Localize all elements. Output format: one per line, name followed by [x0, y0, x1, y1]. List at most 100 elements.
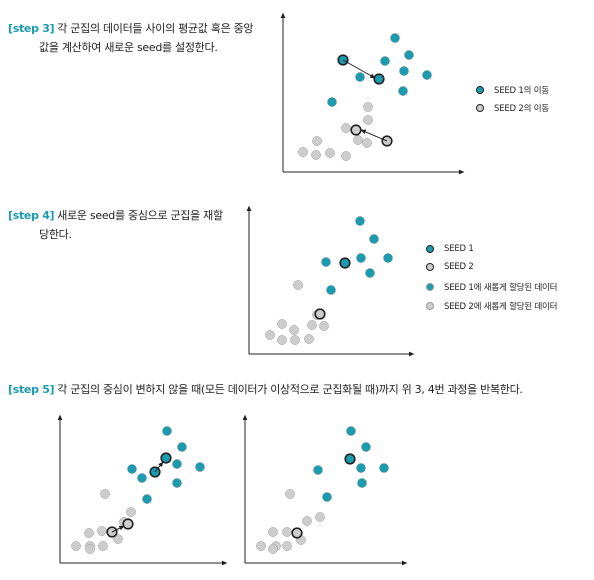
cluster1-point	[380, 56, 390, 66]
cluster1-point	[327, 97, 337, 107]
step4-line1: 새로운 seed를 중심으로 군집을 재할	[57, 209, 223, 222]
legend-dot-cluster1	[426, 283, 434, 291]
cluster2-point	[277, 335, 287, 345]
seed1-move-arrow	[342, 59, 376, 79]
step3-legend-item-seed1-move: SEED 1의 이동	[476, 84, 549, 96]
cluster1-point	[195, 462, 205, 472]
step3-line2: 값을 계산하여 새로운 seed를 설정한다.	[39, 41, 218, 54]
seed2-new	[350, 124, 362, 136]
legend-dot-seed2	[426, 263, 434, 271]
cluster2-point	[285, 489, 295, 499]
cluster2-point	[289, 325, 299, 335]
cluster2-point	[363, 102, 373, 112]
cluster2-point	[71, 541, 81, 551]
seed2	[291, 527, 303, 539]
cluster1-point	[399, 66, 409, 76]
step4-description: [step 4] 새로운 seed를 중심으로 군집을 재할 당한다.	[8, 206, 248, 244]
cluster2-point	[98, 541, 108, 551]
legend-dot-seed1	[426, 245, 434, 253]
cluster2-point	[97, 526, 107, 536]
cluster1-point	[162, 426, 172, 436]
cluster2-point	[302, 516, 312, 526]
cluster1-point	[356, 463, 366, 473]
cluster1-point	[127, 464, 137, 474]
cluster1-point	[137, 473, 147, 483]
step4-line2: 당한다.	[39, 228, 72, 241]
step5-line1: 각 군집의 중심이 변하지 않을 때(모든 데이터가 이상적으로 군집화될 때)…	[57, 383, 523, 396]
cluster2-point	[341, 123, 351, 133]
step5-tag: [step 5]	[8, 383, 55, 396]
cluster1-point	[322, 492, 332, 502]
seed1-new	[160, 452, 172, 464]
cluster2-point	[268, 544, 278, 554]
seed1	[339, 257, 351, 269]
seed1-new	[373, 73, 385, 85]
step3-tag: [step 3]	[8, 22, 55, 35]
cluster2-point	[293, 280, 303, 290]
seed2-move-arrow	[360, 129, 388, 142]
seed2	[314, 308, 326, 320]
seed1	[344, 453, 356, 465]
step4-legend-item-new-cluster1: SEED 1에 새롭게 할당된 데이터	[426, 281, 558, 293]
cluster2-point	[362, 138, 372, 148]
cluster2-point	[277, 319, 287, 329]
cluster2-point	[113, 534, 123, 544]
cluster1-point	[321, 257, 331, 267]
cluster2-point	[353, 135, 363, 145]
cluster1-point	[356, 253, 366, 263]
cluster2-point	[85, 544, 95, 554]
cluster2-point	[304, 334, 314, 344]
cluster2-point	[100, 489, 110, 499]
step4-tag: [step 4]	[8, 209, 55, 222]
cluster2-point	[315, 512, 325, 522]
cluster1-point	[365, 268, 375, 278]
cluster1-point	[142, 494, 152, 504]
cluster2-point	[363, 115, 373, 125]
cluster2-point	[256, 541, 266, 551]
cluster1-point	[422, 70, 432, 80]
cluster2-point	[268, 527, 278, 537]
seed1-move-arrow	[154, 461, 164, 473]
cluster1-point	[404, 50, 414, 60]
cluster1-point	[357, 478, 367, 488]
cluster2-point	[298, 147, 308, 157]
step4-legend-item-seed1: SEED 1	[426, 243, 474, 255]
step3-description: [step 3] 각 군집의 데이터들 사이의 평균값 혹은 중앙 값을 계산하여…	[8, 19, 278, 57]
cluster2-point	[126, 507, 136, 517]
cluster1-point	[172, 459, 182, 469]
cluster1-point	[369, 234, 379, 244]
cluster1-point	[379, 463, 389, 473]
cluster1-point	[172, 478, 182, 488]
step4-legend-item-seed2: SEED 2	[426, 261, 474, 273]
cluster1-point	[390, 33, 400, 43]
legend-dot-cluster2	[476, 104, 484, 112]
cluster2-point	[84, 528, 94, 538]
cluster1-point	[177, 442, 187, 452]
cluster2-point	[341, 151, 351, 161]
step5-description: [step 5] 각 군집의 중심이 변하지 않을 때(모든 데이터가 이상적으로…	[8, 380, 588, 399]
legend-dot-cluster1	[476, 86, 484, 94]
cluster2-point	[265, 330, 275, 340]
cluster2-point	[311, 150, 321, 160]
cluster2-point	[282, 527, 292, 537]
cluster1-point	[313, 465, 323, 475]
cluster2-point	[312, 136, 322, 146]
step4-legend-item-new-cluster2: SEED 2에 새롭게 할당된 데이터	[426, 300, 558, 312]
step3-legend-item-seed2-move: SEED 2의 이동	[476, 102, 549, 114]
cluster1-point	[326, 285, 336, 295]
cluster2-point	[307, 320, 317, 330]
cluster2-point	[290, 335, 300, 345]
legend-dot-cluster2	[426, 302, 434, 310]
cluster2-point	[319, 321, 329, 331]
cluster1-point	[398, 86, 408, 96]
cluster1-point	[383, 253, 393, 263]
seed2-move-arrow	[111, 525, 125, 533]
cluster1-point	[361, 442, 371, 452]
cluster1-point	[346, 426, 356, 436]
cluster2-point	[282, 541, 292, 551]
cluster2-point	[325, 148, 335, 158]
cluster1-point	[355, 72, 365, 82]
cluster1-point	[355, 216, 365, 226]
step3-line1: 각 군집의 데이터들 사이의 평균값 혹은 중앙	[57, 22, 254, 35]
